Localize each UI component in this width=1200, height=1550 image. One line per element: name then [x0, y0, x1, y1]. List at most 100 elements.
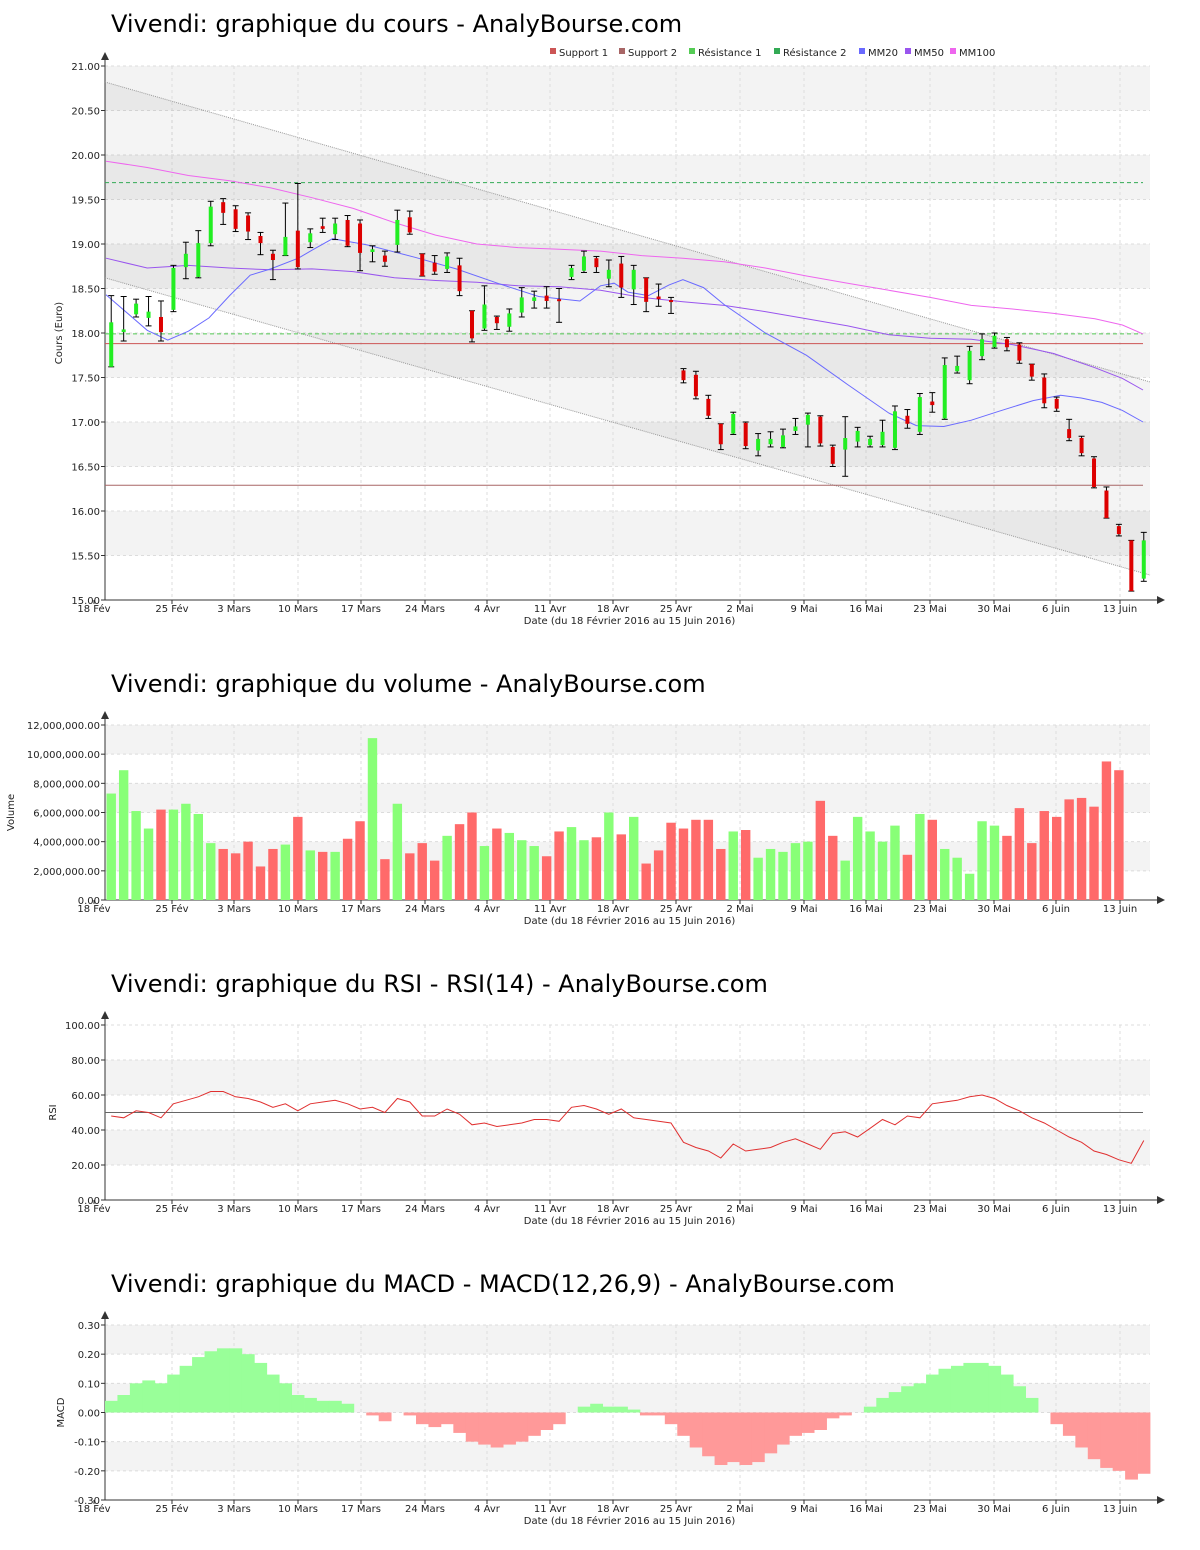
candle-up — [606, 269, 611, 279]
macd-area-positive — [117, 1395, 131, 1413]
volume-x-arrow — [1157, 896, 1165, 904]
rsi-y-axis-label: RSI — [48, 1104, 59, 1120]
price-xtick-label: 11 Avr — [534, 604, 567, 615]
volume-bar-up — [566, 827, 577, 900]
volume-bar-up — [890, 825, 900, 900]
candle-up — [793, 426, 798, 431]
macd-band — [105, 1470, 1150, 1500]
price-xtick-label: 3 Mars — [217, 604, 251, 615]
candle-up — [333, 223, 338, 235]
volume-bar-up — [765, 848, 776, 900]
price-ytick-label: 20.00 — [71, 151, 100, 162]
candle-down — [457, 265, 462, 292]
volume-ytick-label: 4,000,000.00 — [33, 838, 100, 849]
candle-up — [395, 219, 400, 245]
macd-area-negative — [751, 1412, 765, 1463]
volume-bar-up — [964, 873, 975, 900]
macd-area-positive — [1025, 1397, 1039, 1413]
macd-area-negative — [739, 1412, 753, 1465]
macd-area-negative — [453, 1412, 467, 1433]
macd-xtick-label: 30 Mai — [977, 1504, 1010, 1515]
macd-area-negative — [378, 1412, 392, 1422]
legend-label: MM50 — [914, 48, 944, 59]
rsi-ytick-label: 60.00 — [71, 1091, 100, 1102]
macd-area-negative — [440, 1412, 454, 1425]
candle-down — [258, 235, 263, 244]
macd-xtick-label: 18 Fév — [77, 1503, 110, 1515]
rsi-xtick-label: 25 Avr — [660, 1204, 693, 1215]
legend-label: Support 2 — [628, 48, 677, 59]
rsi-x-axis-label: Date (du 18 Février 2016 au 15 Juin 2016… — [524, 1215, 736, 1227]
candle-down — [432, 262, 437, 272]
price-band — [105, 66, 1150, 111]
price-xtick-label: 2 Mai — [726, 604, 753, 615]
macd-xtick-label: 16 Mai — [849, 1504, 882, 1515]
candle-up — [121, 329, 126, 333]
volume-bar-up — [392, 803, 403, 900]
volume-xtick-label: 3 Mars — [217, 904, 251, 915]
trend-channel — [105, 82, 1150, 576]
macd-area-negative — [403, 1412, 417, 1416]
volume-bar-down — [492, 828, 502, 900]
candle-down — [743, 422, 748, 447]
volume-xtick-label: 17 Mars — [341, 904, 381, 915]
macd-area-positive — [129, 1383, 143, 1413]
candle-down — [320, 226, 325, 229]
macd-area-negative — [1087, 1412, 1101, 1460]
price-band — [105, 155, 1150, 200]
rsi-xtick-label: 18 Avr — [597, 1204, 630, 1215]
candle-down — [295, 230, 300, 268]
volume-bar-up — [989, 825, 1000, 900]
macd-area-negative — [1112, 1412, 1126, 1471]
candle-up — [109, 322, 114, 367]
volume-bar-down — [740, 830, 751, 900]
mm50-line — [105, 257, 1144, 391]
macd-area-negative — [801, 1412, 815, 1433]
volume-xtick-label: 10 Mars — [278, 904, 318, 915]
volume-bar-down — [1014, 808, 1025, 900]
volume-bar-down — [1039, 811, 1049, 900]
rsi-band — [105, 1165, 1150, 1200]
macd-area-negative — [838, 1412, 852, 1416]
macd-xtick-label: 24 Mars — [405, 1504, 445, 1515]
volume-band — [105, 812, 1150, 842]
macd-xtick-label: 10 Mars — [278, 1504, 318, 1515]
macd-area-positive — [1013, 1386, 1026, 1413]
price-xtick-label: 18 Fév — [77, 603, 110, 615]
macd-xtick-label: 17 Mars — [341, 1504, 381, 1515]
candle-down — [1079, 438, 1084, 454]
volume-bar-down — [591, 837, 602, 900]
candle-down — [494, 316, 499, 324]
candle-up — [880, 431, 885, 446]
rsi-band — [105, 1060, 1150, 1095]
volume-xtick-label: 11 Avr — [534, 904, 567, 915]
price-band — [105, 333, 1150, 378]
price-xtick-label: 16 Mai — [849, 604, 882, 615]
macd-area-positive — [254, 1362, 268, 1413]
candle-down — [246, 215, 251, 232]
candle-up — [482, 304, 487, 329]
macd-area-negative — [776, 1412, 790, 1445]
price-y-axis-label: Cours (Euro) — [54, 302, 65, 365]
volume-bar-up — [206, 843, 216, 900]
macd-xtick-label: 4 Avr — [474, 1504, 501, 1515]
legend-label: MM20 — [868, 48, 898, 59]
candle-down — [1054, 398, 1059, 409]
volume-bar-down — [355, 821, 365, 900]
volume-bar-up — [952, 857, 962, 900]
candle-down — [1104, 490, 1109, 519]
volume-bar-down — [902, 854, 913, 900]
candle-up — [855, 430, 860, 442]
macd-area-positive — [266, 1374, 280, 1413]
candle-down — [270, 253, 275, 261]
price-band — [105, 199, 1150, 244]
volume-xtick-label: 18 Avr — [597, 904, 630, 915]
macd-area-positive — [304, 1397, 317, 1413]
price-xtick-label: 13 Juin — [1103, 604, 1137, 615]
candle-up — [569, 268, 574, 277]
volume-bar-up — [106, 793, 116, 900]
volume-bar-down — [156, 809, 166, 900]
volume-xtick-label: 4 Avr — [474, 904, 501, 915]
volume-bar-up — [915, 813, 925, 900]
candle-up — [283, 236, 288, 256]
